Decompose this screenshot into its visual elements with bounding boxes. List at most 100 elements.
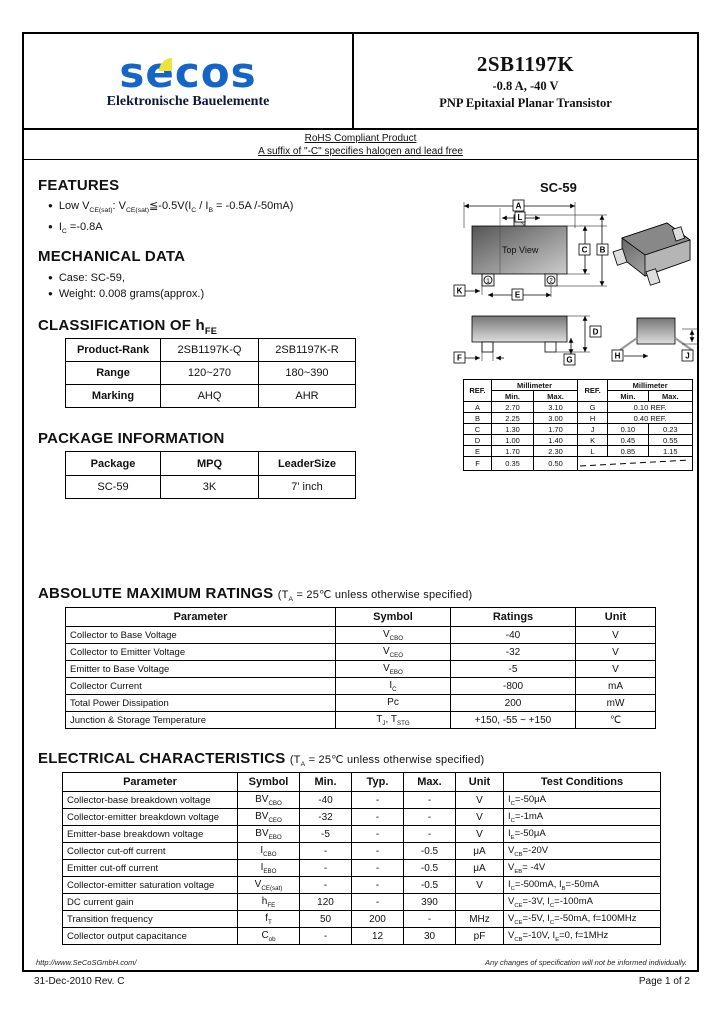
table-row: Collector to Emitter Voltage VCEO -32 V bbox=[65, 643, 656, 661]
table-row: Transition frequency fT 50 200- MHz VCE=-5… bbox=[62, 910, 661, 928]
bullet-icon: ● bbox=[48, 273, 53, 282]
mechanical-text: Weight: 0.008 grams(approx.) bbox=[58, 288, 205, 300]
col-conditions: Test Conditions bbox=[503, 772, 661, 792]
logo-wordmark: secos bbox=[119, 47, 257, 97]
package-info-table: Package MPQ LeaderSize SC-59 3K 7' inch bbox=[65, 451, 356, 499]
table-row: Marking AHQ AHR bbox=[65, 384, 356, 408]
dim-col-max: Max. bbox=[647, 390, 694, 402]
table-row: Junction & Storage Temperature TJ, TSTG … bbox=[65, 711, 656, 729]
dim-label-k: K bbox=[457, 287, 463, 296]
feature-text: IC =-0.8A bbox=[58, 221, 103, 236]
col-package: Package bbox=[65, 451, 161, 476]
part-number: 2SB1197K bbox=[476, 51, 575, 76]
col-max: Max. bbox=[403, 772, 456, 792]
footer-below: 31-Dec-2010 Rev. C Page 1 of 2 bbox=[34, 976, 690, 987]
table-row: Package MPQ LeaderSize bbox=[65, 451, 356, 476]
footer-date-rev: 31-Dec-2010 Rev. C bbox=[34, 976, 125, 987]
top-view-label: Top View bbox=[502, 245, 539, 255]
dim-empty-cell bbox=[577, 456, 693, 471]
rohs-line2: A suffix of "-C" specifies halogen and l… bbox=[258, 146, 463, 157]
table-row: Emitter to Base Voltage VEBO -5 V bbox=[65, 660, 656, 678]
dim-row: C 1.30 1.70 J 0.10 0.23 bbox=[463, 423, 694, 435]
table-row: Emitter-base breakdown voltage BVEBO -5-… bbox=[62, 825, 661, 843]
sc59-package-drawing: Top View 1 2 A L C B K E bbox=[453, 199, 698, 366]
table-row: Collector-emitter breakdown voltage BVCE… bbox=[62, 808, 661, 826]
table-row: Collector cut-off current ICBO - - -0.5 μA … bbox=[62, 842, 661, 860]
dim-label-b: B bbox=[600, 246, 606, 255]
bullet-icon: ● bbox=[48, 289, 53, 298]
col-mpq: MPQ bbox=[160, 451, 259, 476]
col-parameter: Parameter bbox=[65, 607, 336, 627]
abs-max-heading: ABSOLUTE MAXIMUM RATINGS (TA = 25℃ unles… bbox=[38, 585, 473, 604]
table-row: Collector to Base Voltage VCBO -40 V bbox=[65, 626, 656, 644]
logo-block: secos Elektronische Bauelemente bbox=[24, 34, 354, 128]
col-leadersize: LeaderSize bbox=[258, 451, 356, 476]
feature-item: ● IC =-0.8A bbox=[48, 219, 293, 240]
dim-col-min: Min. bbox=[607, 390, 649, 402]
col-unit: Unit bbox=[575, 607, 656, 627]
dim-label-e: E bbox=[515, 291, 521, 300]
table-row: Emitter cut-off current IEBO - - -0.5 μA VE… bbox=[62, 859, 661, 877]
electrical-table: Parameter Symbol Min. Typ. Max. Unit Tes… bbox=[62, 772, 661, 945]
mechanical-item: ● Case: SC-59, bbox=[48, 270, 204, 286]
secos-logo: secos Elektronische Bauelemente bbox=[106, 47, 270, 110]
table-row: Collector output capacitance Cob -12 30 pF… bbox=[62, 927, 661, 945]
table-row: SC-59 3K 7' inch bbox=[65, 475, 356, 499]
table-row: Collector-base breakdown voltage BVCBO -… bbox=[62, 791, 661, 809]
dim-label-a: A bbox=[516, 202, 522, 211]
mechanical-text: Case: SC-59, bbox=[58, 272, 125, 284]
rohs-banner: RoHS Compliant Product A suffix of "-C" … bbox=[24, 130, 697, 160]
col-symbol: Symbol bbox=[237, 772, 300, 792]
part-description: PNP Epitaxial Planar Transistor bbox=[439, 95, 612, 110]
bullet-icon: ● bbox=[48, 222, 53, 232]
table-row: Total Power Dissipation Pc 200 mW bbox=[65, 694, 656, 712]
col-symbol: Symbol bbox=[335, 607, 451, 627]
dim-label-l: L bbox=[518, 213, 523, 222]
pin1-label: 1 bbox=[486, 279, 490, 285]
dim-col-max: Max. bbox=[533, 390, 578, 402]
logo-wedge-icon bbox=[158, 57, 172, 71]
dimension-table: REF. Millimeter REF. Millimeter Min. Max… bbox=[463, 379, 694, 471]
dim-col-ref: REF. bbox=[463, 379, 492, 402]
dim-label-c: C bbox=[582, 246, 588, 255]
dim-label-d: D bbox=[593, 328, 599, 337]
table-header-row: Parameter Symbol Min. Typ. Max. Unit Tes… bbox=[62, 772, 661, 792]
package-name-label: SC-59 bbox=[540, 180, 577, 195]
dim-col-mm: Millimeter bbox=[491, 379, 578, 391]
feature-text: Low VCE(sat): VCE(sat)≦-0.5V(IC / IB = -… bbox=[58, 200, 294, 215]
col-min: Min. bbox=[299, 772, 352, 792]
title-block: 2SB1197K -0.8 A, -40 V PNP Epitaxial Pla… bbox=[354, 34, 697, 128]
dim-row: E 1.70 2.30 L 0.85 1.15 bbox=[463, 445, 694, 457]
footer-inside: http://www.SeCoSGmbH.com/ Any changes of… bbox=[36, 958, 687, 967]
table-row: DC current gain hFE 120-390 VCE=-3V, IC=… bbox=[62, 893, 661, 911]
table-row: Collector-emitter saturation voltage VCE… bbox=[62, 876, 661, 894]
features-heading: FEATURES bbox=[38, 177, 120, 194]
pin2-label: 2 bbox=[549, 279, 553, 285]
col-ratings: Ratings bbox=[450, 607, 576, 627]
logo-subtitle: Elektronische Bauelemente bbox=[106, 93, 270, 109]
dim-label-g: G bbox=[566, 356, 572, 365]
table-row: Collector Current IC -800 mA bbox=[65, 677, 656, 695]
dim-col-mm: Millimeter bbox=[607, 379, 693, 391]
footer-page-number: Page 1 of 2 bbox=[638, 976, 690, 987]
dim-col-ref: REF. bbox=[576, 379, 609, 402]
footer-note: Any changes of specification will not be… bbox=[484, 958, 687, 967]
dim-row: D 1.00 1.40 K 0.45 0.55 bbox=[463, 434, 694, 446]
dim-label-h: H bbox=[615, 352, 621, 361]
dashed-line-icon bbox=[579, 459, 691, 467]
features-list: ● Low VCE(sat): VCE(sat)≦-0.5V(IC / IB =… bbox=[48, 198, 293, 240]
dim-row: A 2.70 3.10 G 0.10 REF. bbox=[463, 401, 693, 413]
electrical-heading: ELECTRICAL CHARACTERISTICS (TA = 25℃ unl… bbox=[38, 750, 485, 769]
feature-item: ● Low VCE(sat): VCE(sat)≦-0.5V(IC / IB =… bbox=[48, 198, 293, 219]
table-row: Product-Rank 2SB1197K-Q 2SB1197K-R bbox=[65, 338, 356, 362]
header: secos Elektronische Bauelemente 2SB1197K… bbox=[24, 34, 697, 130]
dim-label-f: F bbox=[457, 354, 462, 363]
footer-url[interactable]: http://www.SeCoSGmbH.com/ bbox=[36, 958, 137, 967]
rohs-line1: RoHS Compliant Product bbox=[304, 133, 417, 144]
col-typ: Typ. bbox=[351, 772, 404, 792]
mechanical-item: ● Weight: 0.008 grams(approx.) bbox=[48, 286, 204, 302]
col-parameter: Parameter bbox=[62, 772, 238, 792]
bullet-icon: ● bbox=[48, 201, 53, 210]
classification-table: Product-Rank 2SB1197K-Q 2SB1197K-R Range… bbox=[65, 338, 356, 408]
